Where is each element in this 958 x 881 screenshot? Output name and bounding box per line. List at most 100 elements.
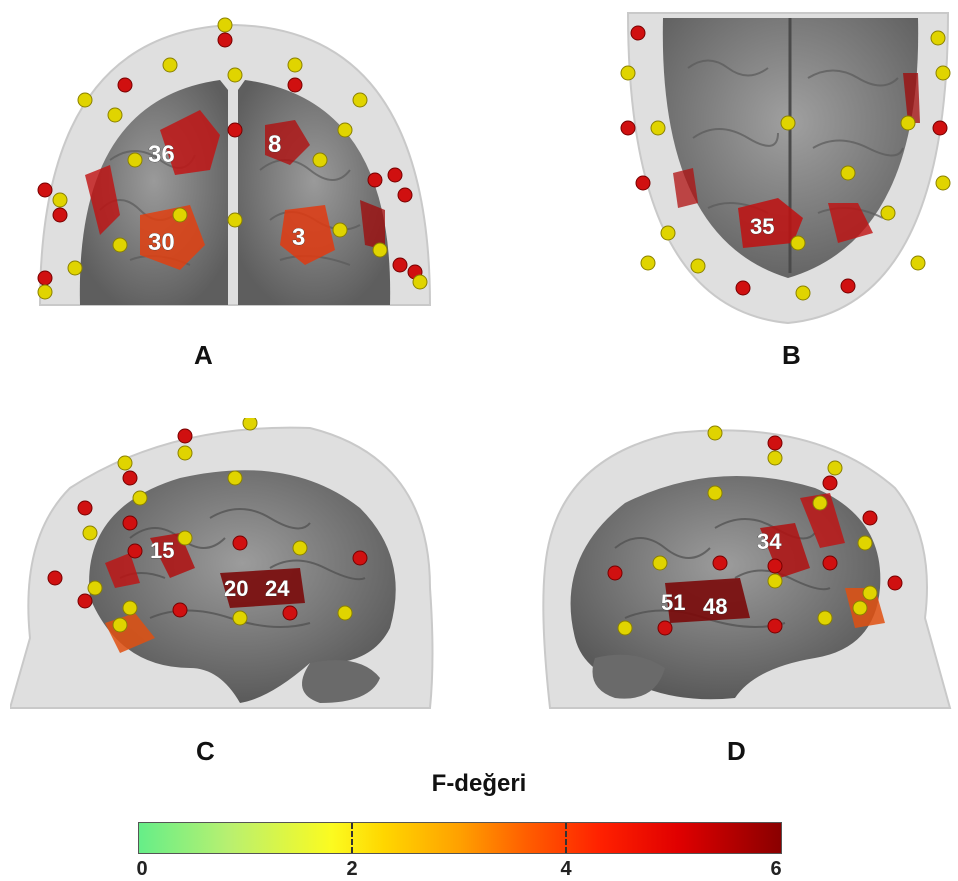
activation-region xyxy=(265,120,310,165)
electrode-yellow xyxy=(227,67,243,83)
electrode-yellow xyxy=(640,255,656,271)
colorbar-gradient xyxy=(139,823,781,853)
electrode-yellow xyxy=(107,107,123,123)
electrode-yellow xyxy=(795,285,811,301)
cerebellum xyxy=(302,660,380,703)
activation-region xyxy=(800,493,845,548)
electrode-yellow xyxy=(122,600,138,616)
electrode-red xyxy=(282,605,298,621)
electrode-yellow xyxy=(227,212,243,228)
electrode-red xyxy=(77,593,93,609)
electrode-yellow xyxy=(67,260,83,276)
electrode-group xyxy=(47,418,368,633)
electrode-yellow xyxy=(242,418,258,431)
electrode-yellow xyxy=(812,495,828,511)
electrode-yellow xyxy=(767,573,783,589)
electrode-red xyxy=(172,602,188,618)
electrode-yellow xyxy=(337,122,353,138)
electrode-red xyxy=(127,543,143,559)
electrode-yellow xyxy=(217,17,233,33)
activation-region xyxy=(280,205,335,265)
electrode-red xyxy=(37,270,53,286)
electrode-yellow xyxy=(172,207,188,223)
electrode-yellow xyxy=(660,225,676,241)
electrode-red xyxy=(47,570,63,586)
electrode-group xyxy=(620,25,951,301)
electrode-yellow xyxy=(707,425,723,441)
electrode-red xyxy=(392,257,408,273)
electrode-red xyxy=(122,470,138,486)
electrode-yellow xyxy=(112,617,128,633)
electrode-yellow xyxy=(372,242,388,258)
panel-c-left-lateral-view: 15 20 24 xyxy=(10,418,440,718)
panel-c-figure: 15 20 24 xyxy=(10,418,434,709)
activation-region xyxy=(903,73,920,123)
electrode-yellow xyxy=(840,165,856,181)
electrode-yellow xyxy=(857,535,873,551)
roi-label: 24 xyxy=(265,576,290,601)
electrode-red xyxy=(735,280,751,296)
panel-d-figure: 34 51 48 xyxy=(542,425,952,709)
electrode-yellow xyxy=(852,600,868,616)
electrode-yellow xyxy=(652,555,668,571)
panel-a-figure: 36 8 30 3 xyxy=(37,17,432,306)
activation-region xyxy=(140,205,205,270)
activation-region xyxy=(828,203,873,243)
electrode-red xyxy=(607,565,623,581)
electrode-red xyxy=(887,575,903,591)
electrode-red xyxy=(217,32,233,48)
roi-label: 34 xyxy=(757,529,782,554)
colorbar-tick-label: 2 xyxy=(346,858,358,880)
electrode-yellow xyxy=(412,274,428,290)
electrode-group xyxy=(607,425,903,636)
electrode-red xyxy=(620,120,636,136)
electrode-yellow xyxy=(162,57,178,73)
activation-region xyxy=(760,523,810,578)
panel-label-c: C xyxy=(196,736,215,766)
electrode-yellow xyxy=(790,235,806,251)
electrode-yellow xyxy=(312,152,328,168)
roi-label: 35 xyxy=(750,214,774,239)
panel-b-figure: 35 xyxy=(620,12,951,325)
roi-label: 30 xyxy=(148,229,175,256)
electrode-red xyxy=(712,555,728,571)
roi-label: 8 xyxy=(268,131,281,158)
electrode-red xyxy=(840,278,856,294)
electrode-yellow xyxy=(817,610,833,626)
roi-label: 3 xyxy=(292,224,305,251)
colorbar xyxy=(138,822,782,854)
panel-d-right-lateral-view: 34 51 48 xyxy=(535,418,955,718)
electrode-yellow xyxy=(617,620,633,636)
electrode-red xyxy=(77,500,93,516)
panel-b-top-view: 35 xyxy=(618,8,958,328)
electrode-yellow xyxy=(767,450,783,466)
roi-label: 36 xyxy=(148,141,175,168)
electrode-yellow xyxy=(930,30,946,46)
electrode-yellow xyxy=(287,57,303,73)
electrode-red xyxy=(177,428,193,444)
electrode-red xyxy=(767,435,783,451)
electrode-yellow xyxy=(780,115,796,131)
electrode-yellow xyxy=(177,530,193,546)
electrode-yellow xyxy=(827,460,843,476)
electrode-yellow xyxy=(177,445,193,461)
roi-label: 51 xyxy=(661,590,685,615)
electrode-group xyxy=(37,17,428,300)
electrode-red xyxy=(352,550,368,566)
electrode-yellow xyxy=(332,222,348,238)
electrode-yellow xyxy=(650,120,666,136)
panel-label-d: D xyxy=(727,736,746,766)
electrode-yellow xyxy=(227,470,243,486)
electrode-red xyxy=(657,620,673,636)
electrode-red xyxy=(232,535,248,551)
electrode-red xyxy=(862,510,878,526)
electrode-yellow xyxy=(82,525,98,541)
electrode-red xyxy=(932,120,948,136)
electrode-yellow xyxy=(37,284,53,300)
electrode-red xyxy=(822,475,838,491)
colorbar-title: F-değeri xyxy=(431,770,527,797)
electrode-yellow xyxy=(935,175,951,191)
panel-a-frontal-view: 36 8 30 3 xyxy=(30,10,440,310)
activation-region xyxy=(673,168,698,208)
electrode-yellow xyxy=(862,585,878,601)
